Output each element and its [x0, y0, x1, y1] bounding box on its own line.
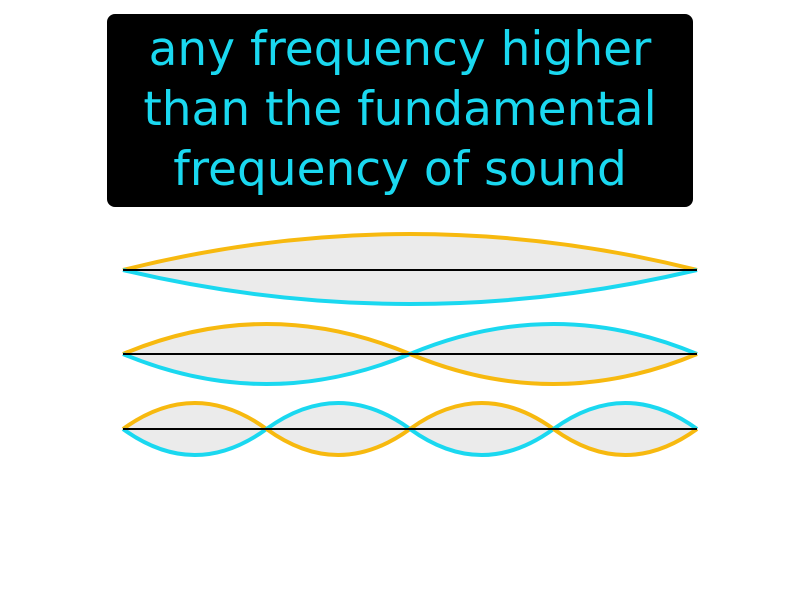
loop-lower-curve [265, 427, 412, 457]
loop-lower-curve [409, 352, 698, 386]
definition-line-2: than the fundamental [143, 81, 657, 137]
loop-lower-curve [552, 427, 699, 457]
definition-line-3: frequency of sound [173, 141, 627, 197]
loop-upper-curve [121, 401, 268, 431]
definition-line-1: any frequency higher [148, 21, 652, 77]
loop-lower-curve [122, 268, 698, 306]
loop-lower-curve [122, 352, 411, 386]
loop-lower-curve [408, 427, 555, 457]
loop-upper-curve [552, 401, 699, 431]
loop-upper-curve [122, 232, 698, 272]
harmonic-1 [122, 232, 698, 306]
harmonic-2 [122, 322, 698, 386]
harmonic-3 [121, 401, 699, 457]
loop-lower-curve [121, 427, 268, 457]
loop-upper-curve [265, 401, 412, 431]
loop-upper-curve [408, 401, 555, 431]
definition-box: any frequency higher than the fundamenta… [107, 14, 693, 207]
loop-upper-curve [409, 322, 698, 356]
loop-upper-curve [122, 322, 411, 356]
